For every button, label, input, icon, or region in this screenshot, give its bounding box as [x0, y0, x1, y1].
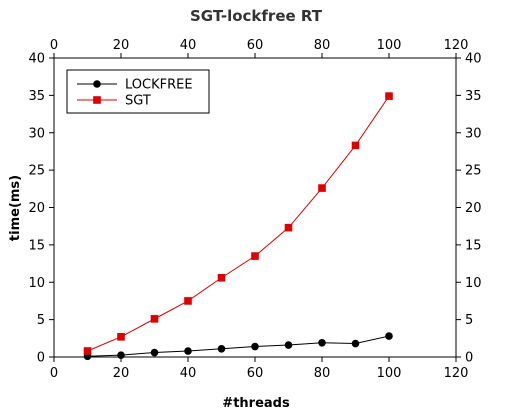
lockfree-point — [150, 348, 159, 357]
y-tick-label-left: 0 — [37, 351, 45, 366]
y-tick-label-left: 40 — [28, 52, 45, 67]
sgt-point — [318, 184, 326, 192]
y-tick-label-left: 20 — [28, 201, 45, 216]
y-tick-label-left: 25 — [28, 164, 45, 179]
y-tick-label-left: 5 — [37, 313, 45, 328]
x-tick-label-top: 40 — [180, 38, 197, 53]
y-tick-label-right: 30 — [465, 126, 482, 141]
x-tick-label-top: 120 — [444, 38, 469, 53]
lockfree-point — [351, 339, 360, 348]
legend-lockfree-marker — [93, 80, 101, 88]
x-tick-label-top: 20 — [113, 38, 130, 53]
sgt-point — [284, 223, 293, 232]
sgt-series-line — [87, 95, 390, 352]
x-tick-label-bottom: 0 — [50, 366, 58, 381]
y-tick-label-left: 10 — [28, 276, 45, 291]
sgt-point — [351, 141, 360, 150]
chart-title: SGT-lockfree RT — [190, 7, 323, 25]
legend-sgt-marker — [93, 96, 101, 104]
lockfree-series-line — [87, 335, 390, 357]
sgt-point — [385, 92, 393, 100]
y-tick-label-right: 0 — [465, 351, 473, 366]
x-tick-label-bottom: 60 — [247, 366, 264, 381]
y-tick-label-right: 25 — [465, 164, 482, 179]
legend-lockfree-label: LOCKFREE — [125, 78, 193, 93]
y-tick-label-right: 20 — [465, 201, 482, 216]
legend-box — [66, 69, 210, 114]
x-tick-label-bottom: 100 — [377, 366, 402, 381]
y-tick-label-right: 10 — [465, 276, 482, 291]
y-tick-label-right: 5 — [465, 313, 473, 328]
sgt-point — [117, 333, 125, 341]
x-tick-label-bottom: 40 — [180, 366, 197, 381]
lockfree-point — [251, 342, 259, 351]
y-tick-label-left: 15 — [28, 238, 45, 253]
x-tick-label-bottom: 120 — [444, 366, 469, 381]
lockfree-point — [217, 344, 226, 353]
x-tick-label-top: 60 — [247, 38, 264, 53]
y-tick-label-right: 35 — [465, 89, 482, 104]
x-tick-label-bottom: 20 — [113, 366, 130, 381]
sgt-point — [217, 273, 226, 282]
x-tick-label-bottom: 80 — [314, 366, 331, 381]
lockfree-point — [385, 332, 393, 340]
y-axis-label: time(ms) — [8, 175, 23, 241]
y-tick-label-right: 40 — [465, 52, 482, 67]
x-tick-label-top: 80 — [314, 38, 331, 53]
sgt-point — [150, 315, 159, 323]
y-tick-label-left: 30 — [28, 126, 45, 141]
legend-sgt-label: SGT — [125, 94, 151, 109]
x-axis-label: #threads — [222, 396, 290, 411]
lockfree-point — [117, 351, 125, 359]
y-tick-label-left: 35 — [28, 89, 45, 104]
y-tick-label-right: 15 — [465, 238, 482, 253]
lockfree-point — [318, 338, 326, 347]
x-tick-label-top: 100 — [377, 38, 402, 53]
lockfree-point — [184, 347, 192, 355]
sgt-point — [184, 297, 192, 305]
sgt-point — [83, 347, 92, 355]
x-tick-label-top: 0 — [50, 38, 58, 53]
sgt-point — [251, 252, 259, 260]
lockfree-point — [284, 341, 293, 349]
